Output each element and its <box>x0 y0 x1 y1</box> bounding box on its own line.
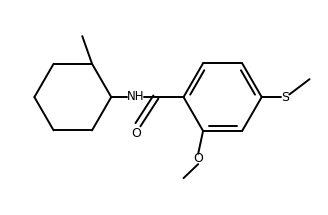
Text: O: O <box>132 127 141 140</box>
Text: O: O <box>193 152 203 165</box>
Text: S: S <box>281 91 289 104</box>
Text: NH: NH <box>127 90 144 103</box>
